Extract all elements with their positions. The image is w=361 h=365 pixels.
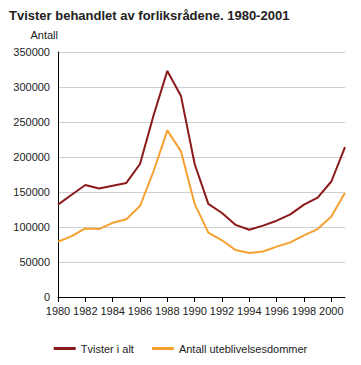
svg-text:Tvister i alt: Tvister i alt — [81, 343, 134, 355]
svg-text:200000: 200000 — [13, 151, 50, 163]
svg-text:300000: 300000 — [13, 81, 50, 93]
svg-text:Antall uteblivelsesdommer: Antall uteblivelsesdommer — [179, 343, 308, 355]
svg-text:250000: 250000 — [13, 116, 50, 128]
svg-text:150000: 150000 — [13, 186, 50, 198]
svg-text:1988: 1988 — [155, 305, 179, 317]
svg-text:1980: 1980 — [46, 305, 70, 317]
svg-text:0: 0 — [44, 291, 50, 303]
svg-text:2000: 2000 — [319, 305, 343, 317]
svg-text:Tvister behandlet av forliksrå: Tvister behandlet av forliksrådene. 1980… — [9, 8, 289, 23]
svg-text:350000: 350000 — [13, 46, 50, 58]
svg-text:1994: 1994 — [237, 305, 261, 317]
svg-text:1986: 1986 — [128, 305, 152, 317]
svg-text:1982: 1982 — [73, 305, 97, 317]
svg-text:1990: 1990 — [182, 305, 206, 317]
svg-text:Antall: Antall — [30, 29, 58, 41]
svg-text:100000: 100000 — [13, 221, 50, 233]
svg-text:1996: 1996 — [264, 305, 288, 317]
svg-text:1998: 1998 — [292, 305, 316, 317]
svg-text:1992: 1992 — [210, 305, 234, 317]
svg-text:1984: 1984 — [100, 305, 124, 317]
svg-text:50000: 50000 — [19, 256, 50, 268]
